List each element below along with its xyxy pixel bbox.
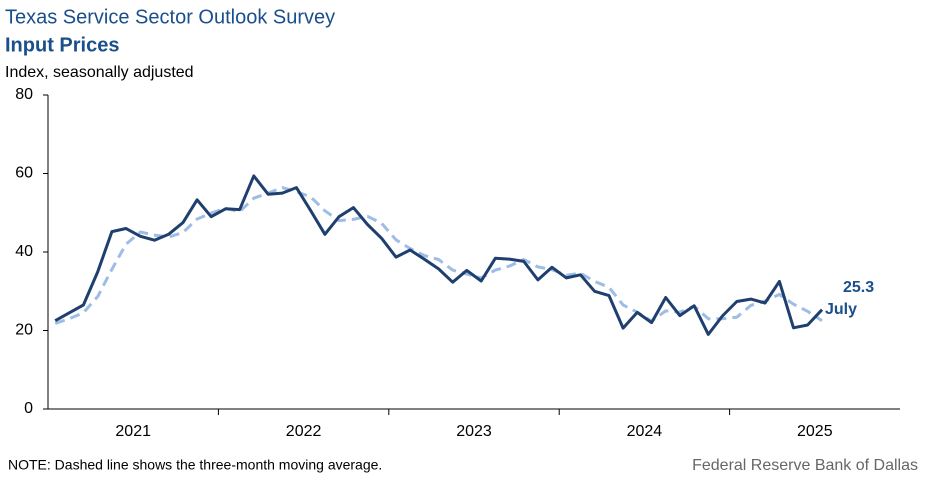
- y-tick-label: 60: [15, 165, 33, 182]
- y-tick-label: 20: [15, 322, 33, 339]
- chart-subtitle: Input Prices: [5, 34, 119, 56]
- x-tick-label: 2021: [115, 423, 151, 440]
- note: NOTE: Dashed line shows the three-month …: [8, 457, 382, 473]
- y-axis-label: Index, seasonally adjusted: [5, 64, 194, 81]
- x-tick-label: 2024: [627, 423, 663, 440]
- x-tick-label: 2025: [797, 423, 833, 440]
- chart-title: Texas Service Sector Outlook Survey: [5, 6, 335, 28]
- value-label: 25.3: [843, 279, 874, 296]
- y-tick-label: 80: [15, 86, 33, 103]
- series-line: [54, 174, 824, 336]
- series-line: [54, 186, 823, 325]
- x-tick-label: 2023: [456, 423, 492, 440]
- y-tick-label: 40: [15, 243, 33, 260]
- annotation: July: [825, 301, 857, 318]
- y-tick-label: 0: [24, 400, 33, 417]
- source: Federal Reserve Bank of Dallas: [692, 457, 918, 474]
- x-tick-label: 2022: [286, 423, 322, 440]
